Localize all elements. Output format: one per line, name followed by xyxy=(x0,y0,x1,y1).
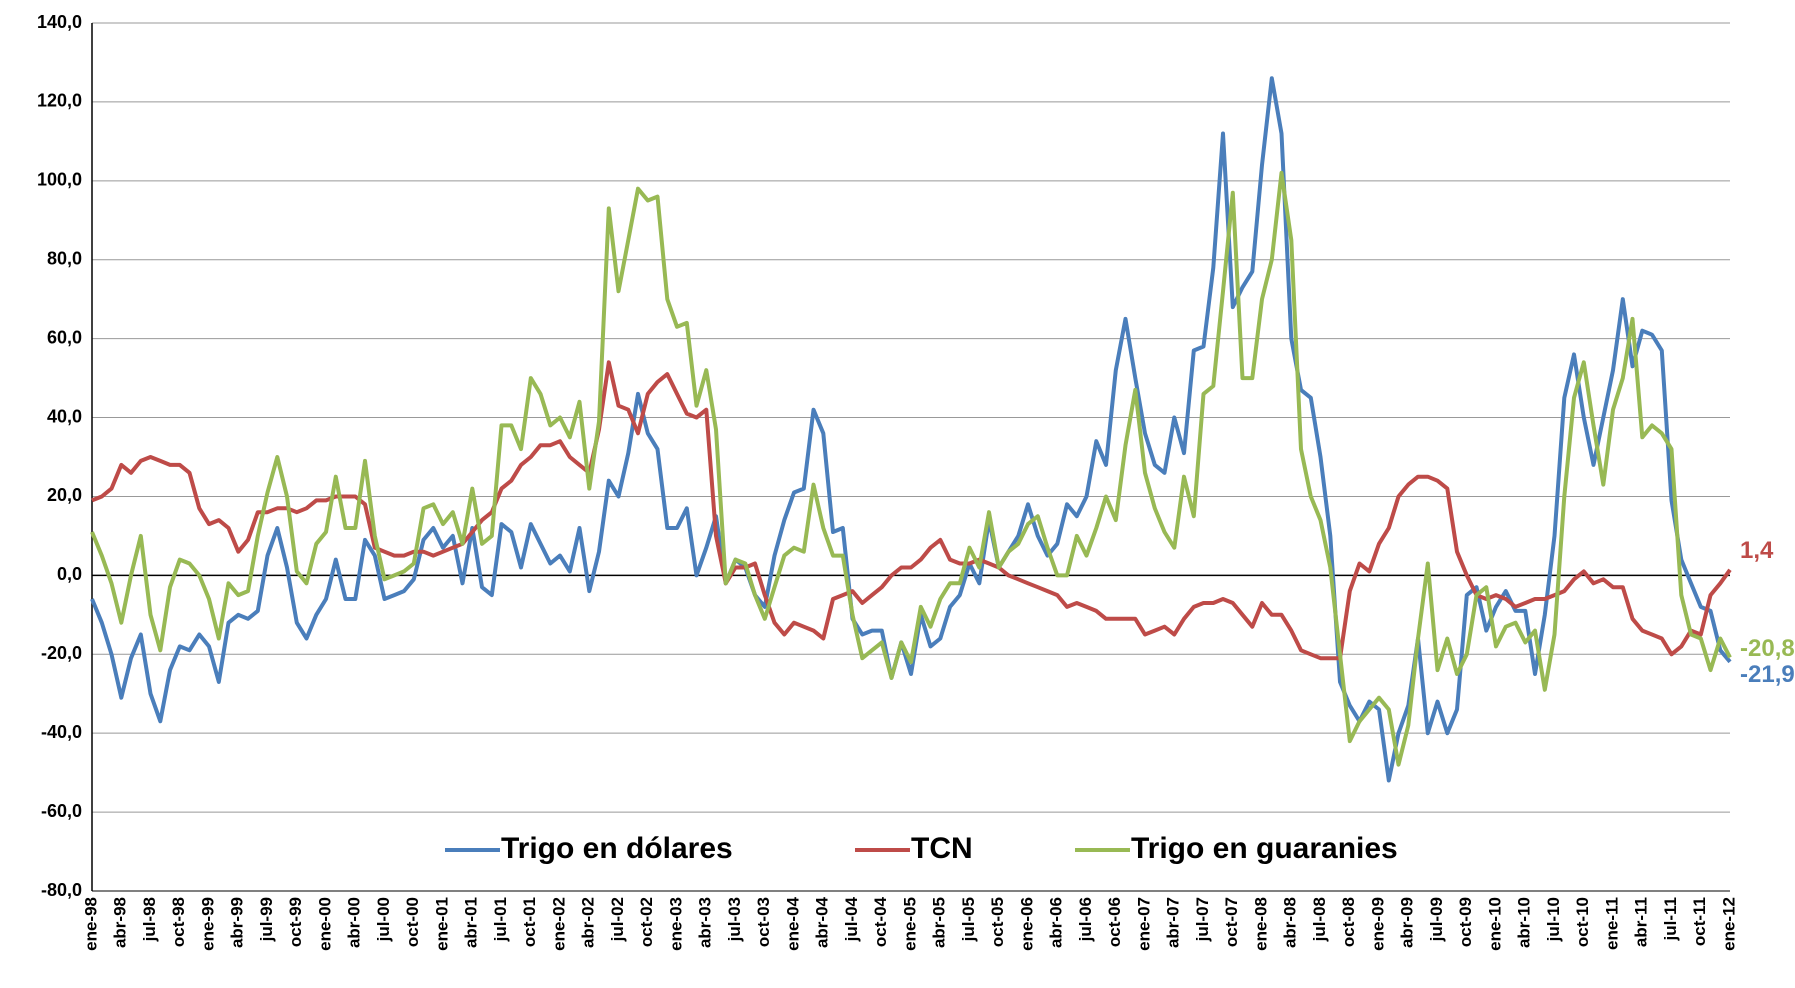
x-tick-label: jul-10 xyxy=(1544,897,1563,942)
x-tick-label: abr-08 xyxy=(1281,897,1300,948)
x-tick-label: ene-12 xyxy=(1719,897,1738,951)
x-tick-label: abr-99 xyxy=(228,897,247,948)
x-tick-label: ene-03 xyxy=(666,897,685,951)
x-tick-label: oct-10 xyxy=(1573,897,1592,947)
y-tick-label: 80,0 xyxy=(47,248,82,268)
x-tick-label: abr-09 xyxy=(1398,897,1417,948)
x-tick-label: oct-00 xyxy=(403,897,422,947)
x-tick-label: jul-08 xyxy=(1310,897,1329,942)
x-tick-label: abr-11 xyxy=(1632,897,1651,947)
x-tick-label: ene-02 xyxy=(549,897,568,951)
end-label: -21,9 xyxy=(1740,661,1795,688)
x-tick-label: ene-04 xyxy=(783,896,802,950)
y-tick-label: 100,0 xyxy=(37,170,82,190)
x-tick-label: oct-04 xyxy=(871,896,890,947)
x-tick-label: jul-07 xyxy=(1193,897,1212,942)
y-tick-label: -20,0 xyxy=(41,643,82,663)
x-tick-label: jul-00 xyxy=(374,897,393,942)
x-tick-label: oct-02 xyxy=(637,897,656,947)
x-tick-label: ene-99 xyxy=(198,897,217,951)
series-line xyxy=(91,360,1732,661)
x-tick-label: abr-10 xyxy=(1515,897,1534,948)
x-tick-label: ene-08 xyxy=(1251,897,1270,951)
x-tick-label: oct-11 xyxy=(1690,897,1709,946)
x-tick-label: abr-03 xyxy=(696,897,715,948)
x-tick-label: ene-01 xyxy=(432,897,451,951)
x-tick-label: ene-10 xyxy=(1485,897,1504,951)
x-tick-label: oct-98 xyxy=(169,897,188,947)
x-tick-label: abr-07 xyxy=(1164,897,1183,948)
x-tick-label: jul-98 xyxy=(140,897,159,942)
x-tick-label: jul-06 xyxy=(1076,897,1095,942)
end-label: -20,8 xyxy=(1740,635,1795,662)
y-tick-label: 120,0 xyxy=(37,91,82,111)
y-tick-label: -40,0 xyxy=(41,722,82,742)
x-tick-label: ene-05 xyxy=(900,897,919,951)
x-tick-label: jul-99 xyxy=(257,897,276,942)
y-tick-label: 20,0 xyxy=(47,485,82,505)
legend-label: Trigo en dólares xyxy=(501,832,733,865)
x-tick-label: abr-02 xyxy=(579,897,598,948)
y-tick-label: 60,0 xyxy=(47,327,82,347)
x-tick-label: abr-00 xyxy=(345,897,364,948)
y-tick-label: 40,0 xyxy=(47,406,82,426)
x-tick-label: ene-00 xyxy=(315,897,334,951)
x-tick-label: oct-99 xyxy=(286,897,305,947)
x-tick-label: ene-06 xyxy=(1017,897,1036,951)
series-line xyxy=(90,76,1732,783)
x-tick-label: jul-03 xyxy=(725,897,744,942)
x-tick-label: abr-05 xyxy=(930,897,949,948)
y-tick-label: -80,0 xyxy=(41,880,82,900)
x-tick-label: jul-11 xyxy=(1661,897,1680,941)
legend-label: Trigo en guaranies xyxy=(1131,832,1398,865)
x-tick-label: oct-08 xyxy=(1339,897,1358,947)
x-tick-label: abr-06 xyxy=(1047,897,1066,948)
x-tick-label: jul-05 xyxy=(959,897,978,942)
x-tick-label: ene-09 xyxy=(1368,897,1387,951)
end-label: 1,4 xyxy=(1740,537,1774,564)
series-line xyxy=(90,170,1732,767)
x-tick-label: jul-09 xyxy=(1427,897,1446,942)
y-tick-label: -60,0 xyxy=(41,801,82,821)
legend-label: TCN xyxy=(911,832,973,865)
x-tick-label: jul-01 xyxy=(491,897,510,942)
x-tick-label: jul-02 xyxy=(608,897,627,942)
x-tick-label: ene-98 xyxy=(81,897,100,951)
x-tick-label: abr-01 xyxy=(462,897,481,948)
x-tick-label: oct-05 xyxy=(988,897,1007,947)
x-tick-label: oct-07 xyxy=(1222,897,1241,947)
y-tick-label: 140,0 xyxy=(37,12,82,32)
x-tick-label: oct-01 xyxy=(520,897,539,947)
x-tick-label: oct-09 xyxy=(1456,897,1475,947)
x-tick-label: abr-04 xyxy=(813,896,832,948)
x-tick-label: oct-03 xyxy=(754,897,773,947)
x-tick-label: ene-11 xyxy=(1602,897,1621,950)
x-tick-label: jul-04 xyxy=(842,896,861,942)
x-tick-label: ene-07 xyxy=(1134,897,1153,951)
x-tick-label: abr-98 xyxy=(111,897,130,948)
x-tick-label: oct-06 xyxy=(1105,897,1124,947)
y-tick-label: 0,0 xyxy=(57,564,82,584)
